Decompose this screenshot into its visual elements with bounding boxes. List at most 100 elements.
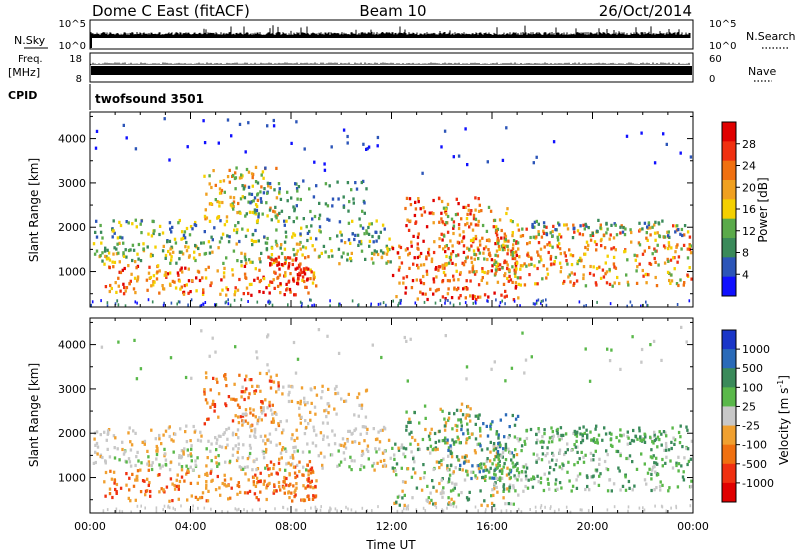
echo-cell — [295, 486, 298, 490]
echo-cell — [342, 195, 345, 199]
echo-cell — [665, 445, 668, 449]
echo-cell — [399, 245, 403, 250]
echo-cell — [168, 499, 171, 503]
echo-cell — [483, 499, 486, 503]
echo-cell — [531, 485, 535, 489]
echo-cell — [476, 414, 480, 418]
echo-cell — [180, 285, 183, 289]
echo-cell — [212, 399, 215, 403]
echo-cell — [305, 425, 308, 430]
echo-cell — [426, 484, 429, 488]
echo-cell — [495, 466, 499, 470]
echo-cell — [493, 487, 496, 491]
echo-cell — [538, 260, 541, 264]
echo-cell — [540, 439, 544, 443]
echo-cell — [485, 281, 489, 285]
echo-cell — [515, 468, 519, 473]
echo-cell — [279, 197, 283, 201]
echo-cell — [178, 250, 182, 254]
echo-cell — [236, 456, 240, 460]
echo-cell — [449, 503, 452, 507]
echo-cell — [334, 507, 337, 511]
echo-cell — [303, 400, 306, 404]
echo-cell — [641, 268, 644, 273]
echo-cell — [109, 283, 112, 288]
echo-cell — [603, 459, 607, 464]
echo-cell — [134, 218, 137, 222]
echo-cell — [342, 451, 346, 455]
echo-cell — [504, 445, 508, 449]
echo-cell — [117, 276, 120, 280]
echo-cell — [504, 289, 507, 293]
echo-cell — [169, 252, 172, 256]
velocity-plot-frame — [89, 317, 694, 514]
echo-cell — [254, 203, 258, 207]
echo-cell — [499, 476, 502, 480]
echo-cell — [406, 467, 410, 471]
echo-cell — [532, 161, 535, 165]
echo-cell — [274, 214, 277, 218]
freq-trace — [90, 62, 692, 75]
velocity-colorbar-swatch — [722, 330, 736, 350]
echo-cell — [111, 260, 114, 264]
echo-cell — [399, 301, 402, 305]
echo-cell — [189, 439, 192, 443]
echo-cell — [259, 471, 262, 475]
echo-cell — [474, 253, 478, 257]
echo-cell — [608, 478, 611, 482]
echo-cell — [240, 298, 243, 302]
echo-cell — [268, 379, 272, 383]
echo-cell — [547, 250, 550, 255]
echo-cell — [580, 441, 583, 445]
echo-cell — [367, 225, 370, 230]
echo-cell — [387, 438, 391, 442]
echo-cell — [202, 288, 205, 292]
echo-cell — [206, 499, 210, 503]
echo-cell — [343, 442, 347, 446]
nave-top-tick: 60 — [709, 54, 722, 65]
echo-cell — [533, 264, 536, 268]
echo-cell — [267, 283, 271, 287]
echo-cell — [646, 238, 649, 242]
echo-cell — [669, 281, 672, 285]
echo-cell — [268, 182, 272, 186]
echo-cell — [608, 431, 612, 435]
echo-cell — [223, 473, 226, 477]
echo-cell — [483, 293, 487, 297]
echo-cell — [301, 278, 304, 282]
echo-cell — [168, 434, 171, 439]
power-colorbar-swatch — [722, 257, 736, 278]
echo-cell — [205, 471, 209, 475]
echo-cell — [537, 230, 540, 234]
echo-cell — [236, 211, 239, 215]
echo-cell — [571, 484, 575, 488]
echo-cell — [146, 288, 149, 292]
echo-cell — [482, 469, 485, 473]
echo-cell — [558, 261, 562, 265]
echo-cell — [180, 468, 184, 472]
echo-cell — [664, 461, 667, 465]
echo-cell — [137, 459, 140, 463]
echo-cell — [283, 478, 286, 482]
echo-cell — [640, 452, 643, 456]
echo-cell — [274, 507, 276, 511]
echo-cell — [144, 506, 146, 510]
echo-cell — [477, 509, 479, 513]
echo-cell — [478, 463, 482, 467]
echo-cell — [190, 454, 193, 458]
echo-cell — [498, 464, 501, 468]
echo-cell — [498, 247, 501, 251]
echo-cell — [135, 455, 138, 459]
echo-cell — [216, 216, 219, 220]
y-tick-label: 2000 — [58, 221, 86, 234]
echo-cell — [244, 472, 247, 476]
echo-cell — [164, 462, 167, 467]
echo-cell — [446, 292, 450, 296]
echo-cell — [629, 441, 632, 445]
echo-cell — [462, 244, 466, 248]
echo-cell — [296, 449, 299, 453]
echo-cell — [273, 258, 276, 262]
echo-cell — [236, 403, 240, 407]
echo-cell — [286, 507, 289, 511]
echo-cell — [278, 211, 281, 215]
